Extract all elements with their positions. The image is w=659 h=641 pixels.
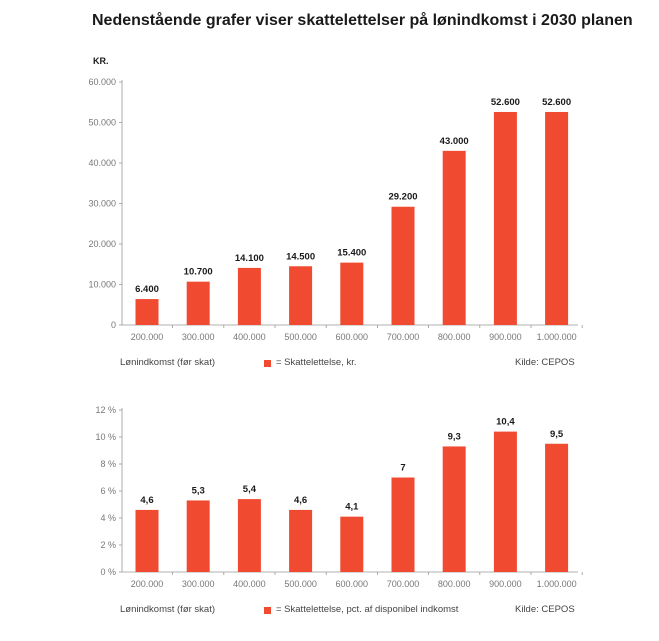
chart2-y-tick-label: 4 % — [100, 513, 116, 523]
chart2-y-tick-label: 0 % — [100, 567, 116, 577]
chart2-x-tick-label: 700.000 — [387, 579, 420, 589]
chart2-y-tick-label: 8 % — [100, 459, 116, 469]
chart2-x-tick-label: 600.000 — [336, 579, 369, 589]
chart1-bar — [442, 150, 466, 325]
chart1-x-tick-label: 200.000 — [131, 332, 164, 342]
chart1-value-label: 52.600 — [542, 97, 571, 108]
chart1-value-label: 14.500 — [286, 251, 315, 262]
chart1-value-label: 43.000 — [440, 136, 469, 147]
chart1-y-tick-label: 20.000 — [88, 239, 116, 249]
chart1-value-label: 29.200 — [388, 192, 417, 203]
chart1-y-tick-label: 60.000 — [88, 77, 116, 87]
chart2-legend-swatch — [264, 607, 271, 614]
chart2-x-tick-label: 200.000 — [131, 579, 164, 589]
chart2-xlabel: Lønindkomst (før skat) — [120, 604, 216, 615]
chart2-bar — [391, 477, 415, 572]
chart1-x-tick-label: 500.000 — [284, 332, 317, 342]
chart1-bar — [545, 111, 569, 325]
chart1-bar — [237, 267, 261, 325]
chart1-xlabel: Lønindkomst (før skat) — [120, 357, 216, 368]
chart2-bar — [340, 516, 364, 572]
chart1-x-tick-label: 600.000 — [336, 332, 369, 342]
chart2-x-tick-label: 500.000 — [284, 579, 317, 589]
chart2-bar — [493, 431, 517, 572]
chart1-x-tick-label: 400.000 — [233, 332, 266, 342]
chart1-value-label: 52.600 — [491, 97, 520, 108]
chart2-bar — [545, 443, 569, 572]
chart1-bar — [340, 262, 364, 325]
chart1-y-tick-label: 40.000 — [88, 158, 116, 168]
chart1-x-tick-label: 1.000.000 — [537, 332, 577, 342]
chart2-value-label: 4,6 — [294, 495, 307, 506]
chart2-value-label: 9,3 — [448, 431, 461, 442]
chart1-bar — [135, 299, 159, 325]
chart1-y-tick-label: 50.000 — [88, 118, 116, 128]
chart2-x-tick-label: 400.000 — [233, 579, 266, 589]
chart2-value-label: 9,5 — [550, 429, 564, 440]
chart1-y-tick-label: 10.000 — [88, 280, 116, 290]
chart2-value-label: 5,4 — [243, 484, 257, 495]
chart2-y-tick-label: 6 % — [100, 486, 116, 496]
chart2-legend-label: = Skattelettelse, pct. af disponibel ind… — [276, 604, 459, 615]
chart1-value-label: 6.400 — [135, 284, 159, 295]
chart1-bar — [186, 281, 210, 325]
chart2-x-tick-label: 300.000 — [182, 579, 215, 589]
chart2-bar — [135, 509, 159, 572]
chart1-source: Kilde: CEPOS — [515, 357, 575, 368]
chart2-value-label: 10,4 — [496, 417, 515, 428]
chart2-bar — [237, 499, 261, 572]
chart2-bar — [442, 446, 466, 572]
chart1-value-label: 14.100 — [235, 253, 264, 264]
chart1-x-tick-label: 900.000 — [489, 332, 522, 342]
page-title: Nedenstående grafer viser skattelettelse… — [92, 12, 633, 29]
chart1-bar — [493, 111, 517, 325]
chart2-value-label: 7 — [400, 463, 405, 474]
chart1-value-label: 10.700 — [184, 267, 213, 278]
chart2-x-tick-label: 900.000 — [489, 579, 522, 589]
chart2-y-tick-label: 12 % — [95, 405, 116, 415]
chart2-value-label: 4,1 — [345, 502, 359, 513]
chart1-bar — [391, 206, 415, 325]
chart2-bar — [289, 509, 313, 572]
chart1-y-tick-label: 30.000 — [88, 199, 116, 209]
chart2-value-label: 5,3 — [192, 485, 205, 496]
chart2-y-tick-label: 10 % — [95, 432, 116, 442]
chart1-x-tick-label: 700.000 — [387, 332, 420, 342]
chart1-x-tick-label: 300.000 — [182, 332, 215, 342]
chart1-value-label: 15.400 — [337, 248, 366, 259]
chart1-legend-swatch — [264, 360, 271, 367]
chart1-legend-label: = Skattelettelse, kr. — [276, 357, 357, 368]
chart1-y-tick-label: 0 — [111, 320, 116, 330]
chart1-x-tick-label: 800.000 — [438, 332, 471, 342]
chart2-x-tick-label: 1.000.000 — [537, 579, 577, 589]
chart1-unit-label: KR. — [93, 56, 109, 66]
chart2-bar — [186, 500, 210, 572]
chart2-y-tick-label: 2 % — [100, 540, 116, 550]
chart2-x-tick-label: 800.000 — [438, 579, 471, 589]
chart1-bar — [289, 266, 313, 325]
chart2-source: Kilde: CEPOS — [515, 604, 575, 615]
chart2-value-label: 4,6 — [140, 495, 153, 506]
